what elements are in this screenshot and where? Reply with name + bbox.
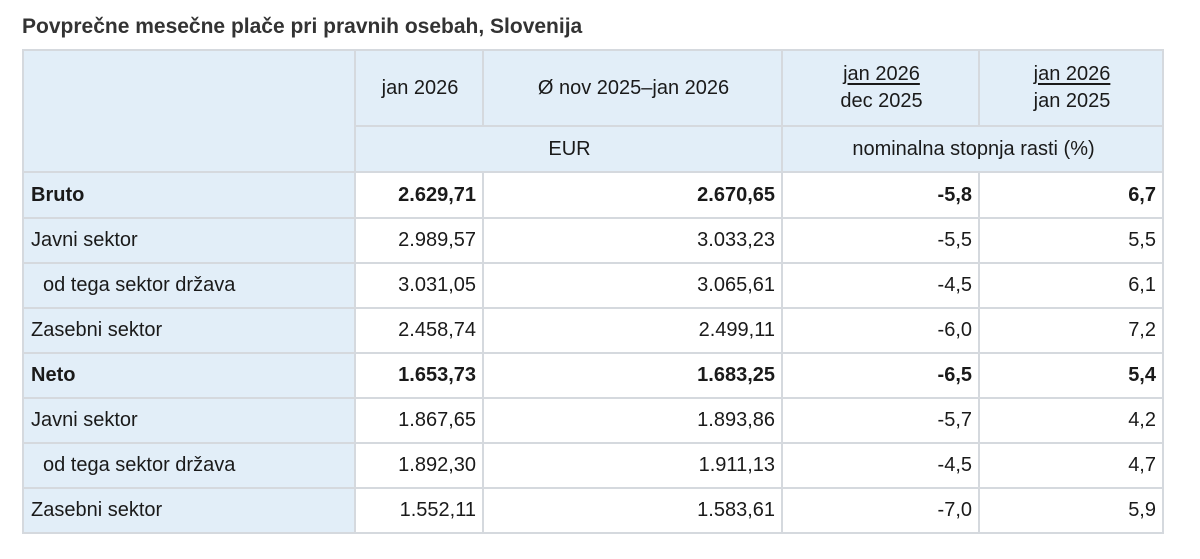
cell-value: 5,5: [978, 217, 1164, 264]
row-label: od tega sektor država: [22, 442, 356, 489]
table-row: Javni sektor 1.867,65 1.893,86 -5,7 4,2: [22, 397, 1164, 444]
row-label: Zasebni sektor: [22, 487, 356, 534]
ratio-numerator: jan 2026: [843, 63, 920, 85]
cell-value: 4,2: [978, 397, 1164, 444]
cell-value: 1.583,61: [482, 487, 783, 534]
header-ratio-year: jan 2026 jan 2025: [978, 49, 1164, 127]
cell-value: -4,5: [781, 442, 980, 489]
cell-value: 1.893,86: [482, 397, 783, 444]
cell-value: -5,8: [781, 171, 980, 219]
unit-eur: EUR: [354, 125, 783, 173]
cell-value: 2.989,57: [354, 217, 484, 264]
wages-table: jan 2026 Ø nov 2025–jan 2026 jan 2026 de…: [22, 49, 1164, 534]
table-row: od tega sektor država 3.031,05 3.065,61 …: [22, 262, 1164, 309]
cell-value: 5,4: [978, 352, 1164, 399]
cell-value: 1.911,13: [482, 442, 783, 489]
cell-value: 1.867,65: [354, 397, 484, 444]
cell-value: 1.552,11: [354, 487, 484, 534]
cell-value: -5,7: [781, 397, 980, 444]
unit-growth-rate: nominalna stopnja rasti (%): [781, 125, 1164, 173]
header-corner-cell: [22, 49, 356, 173]
cell-value: 5,9: [978, 487, 1164, 534]
row-label: Javni sektor: [22, 217, 356, 264]
table-row: Zasebni sektor 2.458,74 2.499,11 -6,0 7,…: [22, 307, 1164, 354]
ratio-fraction: jan 2026 dec 2025: [840, 61, 922, 115]
header-jan-2026: jan 2026: [354, 49, 484, 127]
cell-value: 2.670,65: [482, 171, 783, 219]
cell-value: 3.065,61: [482, 262, 783, 309]
cell-value: 1.683,25: [482, 352, 783, 399]
cell-value: -6,0: [781, 307, 980, 354]
cell-value: -5,5: [781, 217, 980, 264]
row-label: Bruto: [22, 171, 356, 219]
cell-value: 3.033,23: [482, 217, 783, 264]
row-label: od tega sektor država: [22, 262, 356, 309]
table-row: Bruto 2.629,71 2.670,65 -5,8 6,7: [22, 171, 1164, 219]
cell-value: 2.499,11: [482, 307, 783, 354]
table-row: od tega sektor država 1.892,30 1.911,13 …: [22, 442, 1164, 489]
cell-value: -6,5: [781, 352, 980, 399]
cell-value: -4,5: [781, 262, 980, 309]
header-row: jan 2026 Ø nov 2025–jan 2026 jan 2026 de…: [22, 49, 1164, 173]
ratio-fraction: jan 2026 jan 2025: [1034, 61, 1111, 115]
row-label: Zasebni sektor: [22, 307, 356, 354]
ratio-numerator: jan 2026: [1033, 63, 1111, 85]
cell-value: 6,7: [978, 171, 1164, 219]
cell-value: 6,1: [978, 262, 1164, 309]
ratio-denominator: jan 2025: [1033, 90, 1111, 112]
cell-value: -7,0: [781, 487, 980, 534]
ratio-denominator: dec 2025: [840, 90, 923, 112]
row-label: Javni sektor: [22, 397, 356, 444]
table-title: Povprečne mesečne plače pri pravnih oseb…: [22, 15, 583, 38]
header-ratio-month: jan 2026 dec 2025: [781, 49, 980, 127]
table-row: Neto 1.653,73 1.683,25 -6,5 5,4: [22, 352, 1164, 399]
cell-value: 7,2: [978, 307, 1164, 354]
cell-value: 3.031,05: [354, 262, 484, 309]
table-row: Javni sektor 2.989,57 3.033,23 -5,5 5,5: [22, 217, 1164, 264]
cell-value: 2.629,71: [354, 171, 484, 219]
cell-value: 1.653,73: [354, 352, 484, 399]
header-avg-period: Ø nov 2025–jan 2026: [482, 49, 783, 127]
row-label: Neto: [22, 352, 356, 399]
units-row: EUR nominalna stopnja rasti (%): [23, 125, 1164, 173]
cell-value: 2.458,74: [354, 307, 484, 354]
cell-value: 1.892,30: [354, 442, 484, 489]
table-row: Zasebni sektor 1.552,11 1.583,61 -7,0 5,…: [22, 487, 1164, 534]
cell-value: 4,7: [978, 442, 1164, 489]
